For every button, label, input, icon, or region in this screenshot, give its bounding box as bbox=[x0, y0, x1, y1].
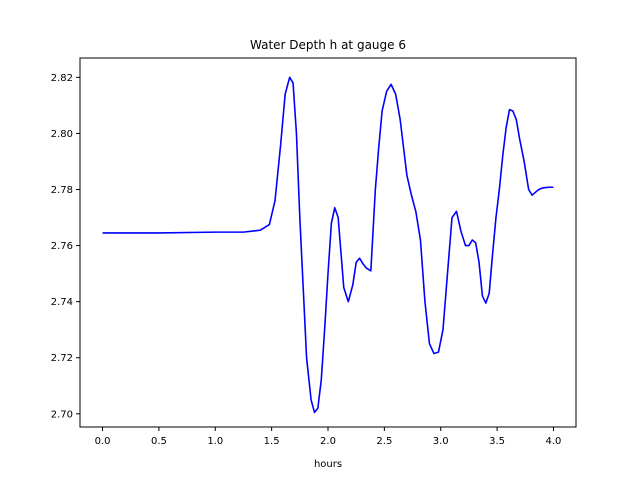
x-tick-label: 0.5 bbox=[151, 436, 167, 447]
y-tick-label: 2.76 bbox=[51, 241, 73, 252]
x-axis-title: hours bbox=[314, 459, 342, 470]
y-tick-label: 2.78 bbox=[51, 185, 73, 196]
x-tick-label: 3.0 bbox=[433, 436, 449, 447]
y-tick-label: 2.82 bbox=[51, 73, 73, 84]
y-tick-label: 2.80 bbox=[51, 129, 73, 140]
x-axis: 0.0 0.5 1.0 1.5 2.0 2.5 3.0 3.5 4.0 bbox=[95, 427, 562, 447]
x-tick-label: 3.5 bbox=[489, 436, 505, 447]
x-tick-label: 4.0 bbox=[546, 436, 562, 447]
x-tick-label: 0.0 bbox=[95, 436, 111, 447]
series-line-0 bbox=[102, 76, 554, 414]
y-axis: 2.70 2.72 2.74 2.76 2.78 2.80 2.82 bbox=[51, 73, 80, 420]
y-tick-label: 2.72 bbox=[51, 353, 73, 364]
chart-title: Water Depth h at gauge 6 bbox=[250, 38, 406, 52]
x-tick-label: 1.5 bbox=[264, 436, 280, 447]
y-tick-label: 2.70 bbox=[51, 409, 73, 420]
x-tick-label: 1.0 bbox=[207, 436, 223, 447]
y-tick-label: 2.74 bbox=[51, 297, 73, 308]
plot-area bbox=[102, 76, 554, 414]
x-tick-label: 2.5 bbox=[376, 436, 392, 447]
x-tick-label: 2.0 bbox=[320, 436, 336, 447]
